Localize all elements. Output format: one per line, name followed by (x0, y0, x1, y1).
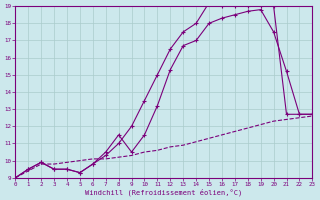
X-axis label: Windchill (Refroidissement éolien,°C): Windchill (Refroidissement éolien,°C) (85, 188, 243, 196)
